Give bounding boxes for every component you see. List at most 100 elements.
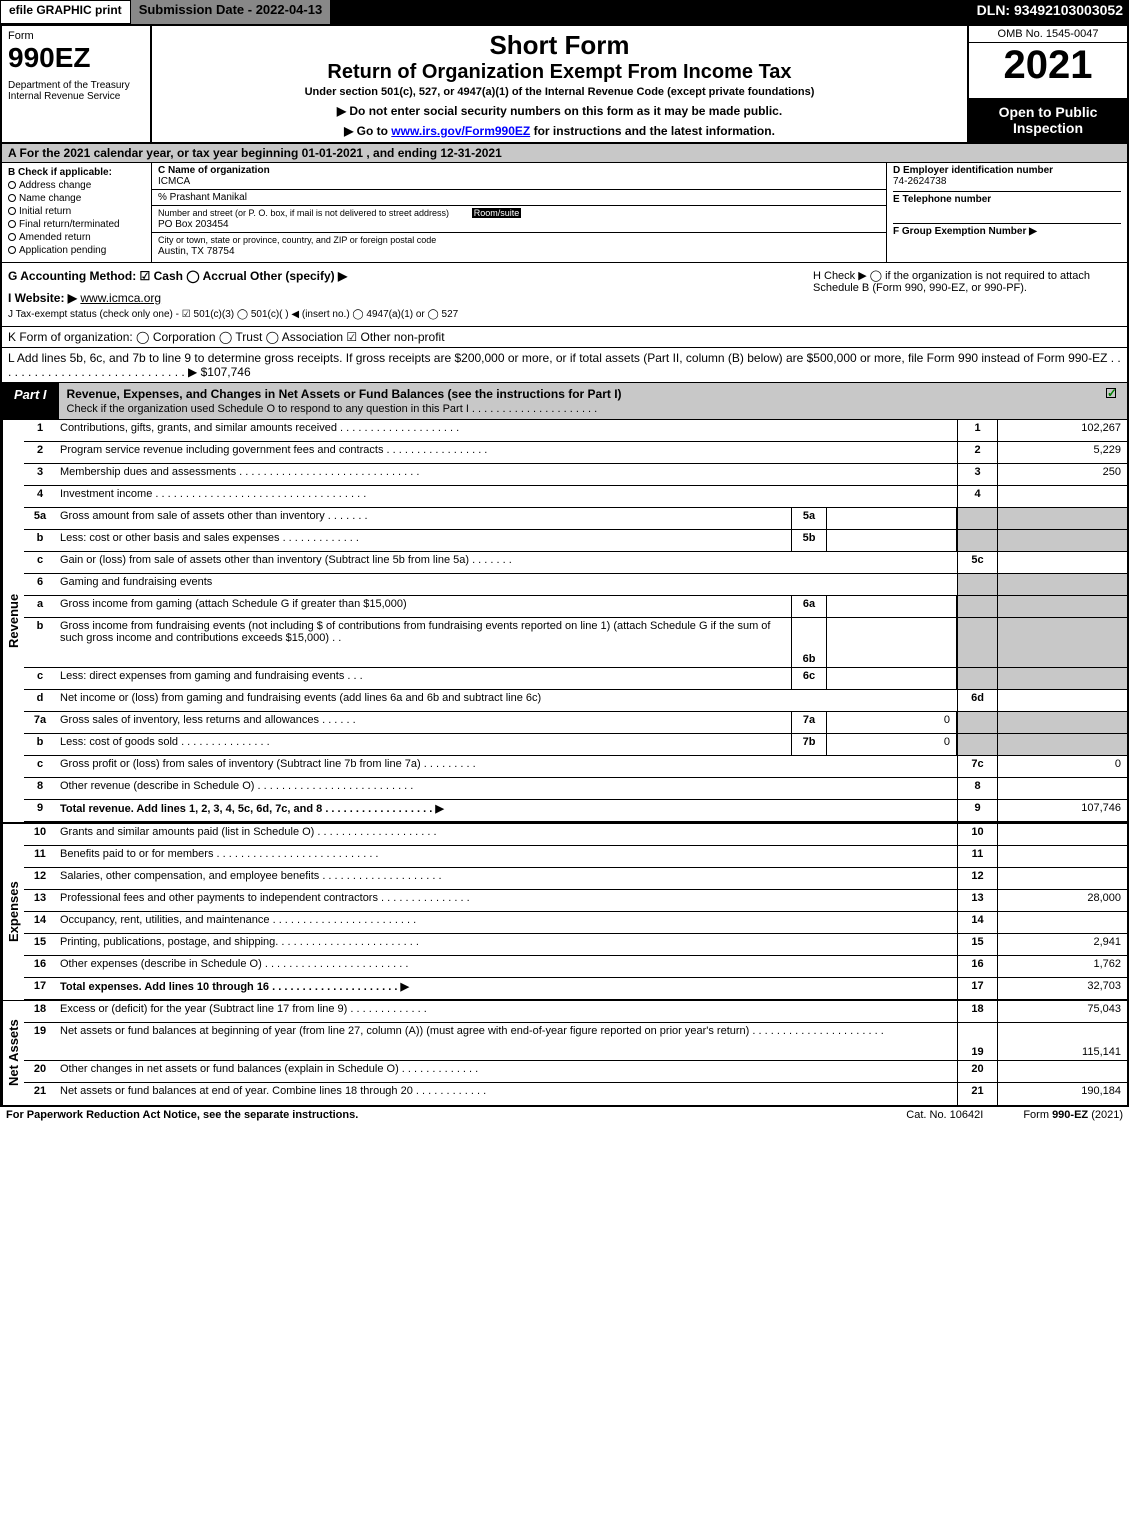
val (997, 690, 1127, 711)
val: 250 (997, 464, 1127, 485)
val (827, 618, 957, 667)
opt-final-return[interactable]: Final return/terminated (8, 219, 145, 230)
val: 1,762 (997, 956, 1127, 977)
ein-value: 74-2624738 (893, 176, 1121, 187)
opt-name-change[interactable]: Name change (8, 193, 145, 204)
num: 14 (957, 912, 997, 933)
grey (997, 508, 1127, 529)
val (997, 868, 1127, 889)
row-10: 10Grants and similar amounts paid (list … (24, 824, 1127, 846)
row-7c: cGross profit or (loss) from sales of in… (24, 756, 1127, 778)
row-15: 15Printing, publications, postage, and s… (24, 934, 1127, 956)
desc: Printing, publications, postage, and shi… (56, 934, 957, 955)
opt-amended[interactable]: Amended return (8, 232, 145, 243)
org-name: ICMCA (158, 176, 190, 187)
desc: Gross income from gaming (attach Schedul… (56, 596, 791, 617)
circle-icon (8, 246, 16, 254)
row-5a: 5aGross amount from sale of assets other… (24, 508, 1127, 530)
grey (997, 712, 1127, 733)
info-grid: B Check if applicable: Address change Na… (2, 163, 1127, 263)
checkbox-icon[interactable] (1106, 388, 1116, 398)
val: 0 (997, 756, 1127, 777)
grey (997, 618, 1127, 667)
num: 6b (791, 618, 827, 667)
grey (997, 530, 1127, 551)
val: 190,184 (997, 1083, 1127, 1105)
desc: Gain or (loss) from sale of assets other… (56, 552, 957, 573)
grey (957, 530, 997, 551)
num: 4 (957, 486, 997, 507)
num: 19 (957, 1023, 997, 1060)
f-header: F Group Exemption Number ▶ (893, 226, 1037, 237)
val (997, 778, 1127, 799)
l-value: 107,746 (207, 365, 250, 379)
efile-print-button[interactable]: efile GRAPHIC print (0, 0, 131, 24)
val: 5,229 (997, 442, 1127, 463)
form-label: Form (8, 30, 144, 42)
row-3: 3Membership dues and assessments . . . .… (24, 464, 1127, 486)
title-return: Return of Organization Exempt From Incom… (160, 61, 959, 84)
col-c-org: C Name of organization ICMCA % Prashant … (152, 163, 887, 262)
row-5c: cGain or (loss) from sale of assets othe… (24, 552, 1127, 574)
form-ref: Form 990-EZ (2021) (1023, 1109, 1123, 1121)
goto-pre: ▶ Go to (344, 124, 391, 138)
desc: Excess or (deficit) for the year (Subtra… (56, 1001, 957, 1022)
irs-link[interactable]: www.irs.gov/Form990EZ (391, 124, 530, 138)
row-1: 1Contributions, gifts, grants, and simil… (24, 420, 1127, 442)
expenses-table: Expenses 10Grants and similar amounts pa… (2, 822, 1127, 1000)
f-block: F Group Exemption Number ▶ (893, 223, 1121, 237)
opt-pending[interactable]: Application pending (8, 245, 145, 256)
opt-initial-return[interactable]: Initial return (8, 206, 145, 217)
row-7a: 7aGross sales of inventory, less returns… (24, 712, 1127, 734)
opt-label: Name change (19, 193, 81, 204)
val (827, 668, 957, 689)
num: 17 (957, 978, 997, 999)
subtitle: Under section 501(c), 527, or 4947(a)(1)… (160, 86, 959, 98)
goto-post: for instructions and the latest informat… (530, 124, 775, 138)
care-of: % Prashant Manikal (158, 192, 247, 203)
opt-address-change[interactable]: Address change (8, 180, 145, 191)
num: 16 (957, 956, 997, 977)
e-block: E Telephone number (893, 191, 1121, 205)
part-check-text: Check if the organization used Schedule … (67, 403, 598, 415)
form-header: Form 990EZ Department of the Treasury In… (2, 26, 1127, 144)
grey (997, 574, 1127, 595)
desc: Membership dues and assessments . . . . … (56, 464, 957, 485)
val (997, 1061, 1127, 1082)
part-title: Revenue, Expenses, and Changes in Net As… (59, 383, 1095, 419)
grey (957, 734, 997, 755)
num: 10 (957, 824, 997, 845)
desc: Gross sales of inventory, less returns a… (56, 712, 791, 733)
circle-icon (8, 207, 16, 215)
num: 20 (957, 1061, 997, 1082)
val (997, 824, 1127, 845)
num: 15 (957, 934, 997, 955)
row-9: 9Total revenue. Add lines 1, 2, 3, 4, 5c… (24, 800, 1127, 822)
desc: Net assets or fund balances at end of ye… (56, 1083, 957, 1105)
grey (997, 734, 1127, 755)
num: 8 (957, 778, 997, 799)
desc: Less: cost of goods sold . . . . . . . .… (56, 734, 791, 755)
col-d-ein: D Employer identification number 74-2624… (887, 163, 1127, 262)
c-addr-block: Number and street (or P. O. box, if mail… (152, 206, 886, 233)
grey (957, 618, 997, 667)
desc: Net income or (loss) from gaming and fun… (56, 690, 957, 711)
desc: Investment income . . . . . . . . . . . … (56, 486, 957, 507)
val (827, 508, 957, 529)
part-title-text: Revenue, Expenses, and Changes in Net As… (67, 387, 622, 401)
num: 5a (791, 508, 827, 529)
row-7b: bLess: cost of goods sold . . . . . . . … (24, 734, 1127, 756)
val: 2,941 (997, 934, 1127, 955)
e-header: E Telephone number (893, 194, 991, 205)
desc: Benefits paid to or for members . . . . … (56, 846, 957, 867)
addr-value: PO Box 203454 (158, 219, 229, 230)
part-tag: Part I (2, 383, 59, 419)
col-b-checkboxes: B Check if applicable: Address change Na… (2, 163, 152, 262)
val (997, 552, 1127, 573)
city-value: Austin, TX 78754 (158, 246, 235, 257)
row-14: 14Occupancy, rent, utilities, and mainte… (24, 912, 1127, 934)
num: 5c (957, 552, 997, 573)
website-link[interactable]: www.icmca.org (80, 291, 161, 305)
num: 2 (957, 442, 997, 463)
paperwork-notice: For Paperwork Reduction Act Notice, see … (6, 1109, 358, 1121)
